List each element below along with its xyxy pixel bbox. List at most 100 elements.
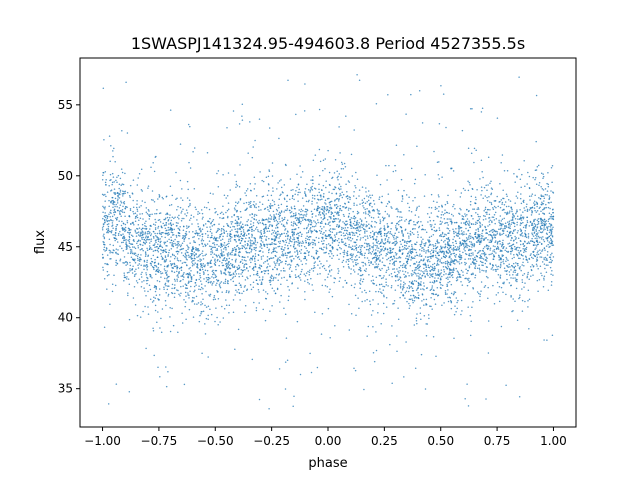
data-point xyxy=(322,209,324,211)
data-point xyxy=(204,254,206,257)
data-point xyxy=(326,197,329,200)
data-point xyxy=(122,250,125,252)
data-point xyxy=(251,156,254,159)
data-point xyxy=(399,283,402,285)
data-point xyxy=(465,227,467,230)
data-point xyxy=(173,262,176,265)
data-point xyxy=(148,245,151,247)
data-point xyxy=(145,294,147,297)
data-point xyxy=(189,125,191,128)
data-point xyxy=(129,252,132,255)
data-point xyxy=(431,228,433,230)
data-point xyxy=(109,211,111,214)
data-point xyxy=(222,251,225,253)
data-point xyxy=(519,178,522,181)
data-point xyxy=(368,274,370,276)
data-point xyxy=(508,263,510,266)
data-point xyxy=(310,229,312,232)
data-point xyxy=(191,257,194,260)
data-point xyxy=(375,231,377,233)
data-point xyxy=(169,226,172,229)
data-point xyxy=(258,118,261,120)
data-point xyxy=(235,273,238,275)
data-point xyxy=(267,263,269,265)
data-point xyxy=(539,226,542,228)
data-point xyxy=(403,244,406,247)
data-point xyxy=(545,206,548,209)
data-point xyxy=(234,209,236,211)
data-point xyxy=(458,276,461,278)
data-point xyxy=(146,261,148,263)
data-point xyxy=(241,234,244,237)
data-point xyxy=(499,250,502,252)
data-point xyxy=(447,278,449,280)
data-point xyxy=(481,224,484,226)
data-point xyxy=(473,262,475,265)
data-point xyxy=(352,210,354,213)
data-point xyxy=(255,214,258,216)
data-point xyxy=(438,205,440,208)
data-point xyxy=(135,268,137,270)
data-point xyxy=(197,223,199,225)
data-point xyxy=(493,255,495,257)
data-point xyxy=(481,253,483,255)
data-point xyxy=(228,234,231,236)
data-point xyxy=(368,259,370,262)
data-point xyxy=(480,234,483,237)
data-point xyxy=(239,261,242,264)
data-point xyxy=(290,224,293,226)
data-point xyxy=(267,190,270,192)
data-point xyxy=(263,230,266,232)
data-point xyxy=(188,231,191,233)
data-point xyxy=(358,307,360,309)
data-point xyxy=(179,143,182,145)
data-point xyxy=(404,291,407,294)
data-point xyxy=(160,264,162,266)
data-point xyxy=(326,209,329,211)
data-point xyxy=(170,239,173,242)
data-point xyxy=(319,225,322,228)
data-point xyxy=(315,251,318,253)
data-point xyxy=(512,277,514,279)
data-point xyxy=(201,235,204,238)
data-point xyxy=(188,272,191,274)
data-point xyxy=(176,267,178,269)
data-point xyxy=(362,261,365,264)
data-point xyxy=(444,212,446,215)
data-point xyxy=(516,215,519,218)
data-point xyxy=(126,191,129,194)
data-point xyxy=(447,281,449,284)
data-point xyxy=(183,271,185,274)
data-point xyxy=(546,182,548,185)
data-point xyxy=(262,289,265,291)
data-point xyxy=(177,289,179,292)
data-point xyxy=(199,272,201,275)
data-point xyxy=(536,223,539,226)
data-point xyxy=(365,213,367,215)
data-point xyxy=(377,216,380,218)
data-point xyxy=(381,216,384,218)
data-point xyxy=(373,234,375,236)
data-point xyxy=(314,221,317,223)
data-point xyxy=(548,261,551,263)
data-point xyxy=(422,282,425,284)
data-point xyxy=(281,233,283,235)
data-point xyxy=(521,299,524,302)
data-point xyxy=(232,249,234,252)
data-point xyxy=(226,259,228,261)
data-point xyxy=(225,299,227,301)
data-point xyxy=(458,237,461,239)
data-point xyxy=(126,263,129,265)
data-point xyxy=(227,279,229,282)
data-point xyxy=(272,231,275,234)
data-point xyxy=(544,221,546,223)
data-point xyxy=(224,280,227,282)
data-point xyxy=(317,199,320,201)
data-point xyxy=(280,261,282,264)
data-point xyxy=(531,224,534,226)
data-point xyxy=(389,262,391,265)
data-point xyxy=(331,239,334,242)
data-point xyxy=(495,240,497,242)
data-point xyxy=(200,259,203,261)
data-point xyxy=(484,195,487,197)
